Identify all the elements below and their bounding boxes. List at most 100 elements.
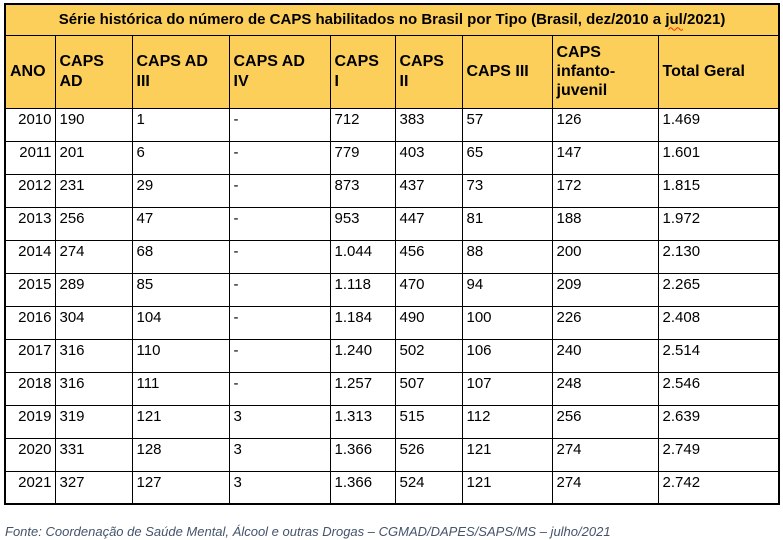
value-cell: 172 [551, 173, 659, 208]
value-cell: 1.257 [329, 371, 396, 406]
value-cell: 121 [131, 404, 230, 439]
column-header: CAPS AD IV [228, 34, 331, 109]
year-cell: 2012 [4, 173, 56, 208]
value-cell: 65 [461, 140, 553, 175]
value-cell: 256 [54, 206, 133, 241]
table-row: 2017 316 110-1.240 502 106 240 2.514 [4, 338, 780, 373]
value-cell: 304 [54, 305, 133, 340]
table-row: 2018 316 111-1.257 507 107 248 2.546 [4, 371, 780, 406]
column-header: CAPS AD III [131, 34, 230, 109]
value-cell: 85 [131, 272, 230, 307]
value-cell: 147 [551, 140, 659, 175]
value-cell: 88 [461, 239, 553, 274]
title-row: Série histórica do número de CAPS habili… [4, 3, 780, 36]
value-cell: - [228, 206, 331, 241]
title-text-before: Série histórica do número de CAPS habili… [58, 11, 666, 29]
column-header: CAPS AD [54, 34, 133, 109]
value-cell: 779 [329, 140, 396, 175]
value-cell: 248 [551, 371, 659, 406]
year-cell: 2017 [4, 338, 56, 373]
value-cell: 2.408 [657, 305, 780, 340]
table-row: 2012 231 29-873 437 73 172 1.815 [4, 173, 780, 208]
value-cell: 524 [394, 470, 463, 505]
value-cell: 1.184 [329, 305, 396, 340]
column-header: Total Geral [657, 34, 780, 109]
value-cell: 274 [54, 239, 133, 274]
value-cell: 470 [394, 272, 463, 307]
year-cell: 2016 [4, 305, 56, 340]
value-cell: 6 [131, 140, 230, 175]
value-cell: 107 [461, 371, 553, 406]
value-cell: 73 [461, 173, 553, 208]
value-cell: 127 [131, 470, 230, 505]
table-title: Série histórica do número de CAPS habili… [4, 3, 780, 36]
column-header: ANO [4, 34, 56, 109]
value-cell: - [228, 371, 331, 406]
value-cell: 1.044 [329, 239, 396, 274]
value-cell: - [228, 239, 331, 274]
value-cell: 3 [228, 470, 331, 505]
year-cell: 2011 [4, 140, 56, 175]
caps-history-table: Série histórica do número de CAPS habili… [4, 3, 781, 505]
title-text-after: /2021) [682, 11, 726, 29]
value-cell: 1.366 [329, 470, 396, 505]
value-cell: 3 [228, 404, 331, 439]
value-cell: 47 [131, 206, 230, 241]
value-cell: 121 [461, 437, 553, 472]
year-cell: 2014 [4, 239, 56, 274]
table-row: 2015 289 85-1.118 470 94 209 2.265 [4, 272, 780, 307]
value-cell: 507 [394, 371, 463, 406]
value-cell: 327 [54, 470, 133, 505]
value-cell: 1.366 [329, 437, 396, 472]
value-cell: 1.972 [657, 206, 780, 241]
value-cell: 57 [461, 107, 553, 142]
value-cell: - [228, 173, 331, 208]
table-row: 2010 190 1-712 383 57 126 1.469 [4, 107, 780, 142]
value-cell: 3 [228, 437, 331, 472]
value-cell: 121 [461, 470, 553, 505]
value-cell: 1 [131, 107, 230, 142]
table-row: 2011 201 6-779 403 65 147 1.601 [4, 140, 780, 175]
value-cell: 515 [394, 404, 463, 439]
value-cell: 2.546 [657, 371, 780, 406]
value-cell: 437 [394, 173, 463, 208]
value-cell: 526 [394, 437, 463, 472]
value-cell: 712 [329, 107, 396, 142]
value-cell: 1.118 [329, 272, 396, 307]
value-cell: 2.130 [657, 239, 780, 274]
value-cell: 1.469 [657, 107, 780, 142]
value-cell: 126 [551, 107, 659, 142]
value-cell: 274 [551, 470, 659, 505]
value-cell: 94 [461, 272, 553, 307]
table-row: 2019 319 121 3 1.313 515 112 256 2.639 [4, 404, 780, 439]
year-cell: 2013 [4, 206, 56, 241]
value-cell: 1.601 [657, 140, 780, 175]
table-row: 2020 331 128 3 1.366 526 121 274 2.749 [4, 437, 780, 472]
source-note: Fonte: Coordenação de Saúde Mental, Álco… [5, 524, 611, 539]
value-cell: 231 [54, 173, 133, 208]
value-cell: 403 [394, 140, 463, 175]
value-cell: 1.240 [329, 338, 396, 373]
table-row: 2021 327 127 3 1.366 524 121 274 2.742 [4, 470, 780, 505]
table-row: 2016 304 104-1.184 490 100 226 2.408 [4, 305, 780, 340]
table-row: 2014 274 68-1.044 456 88 200 2.130 [4, 239, 780, 274]
value-cell: 209 [551, 272, 659, 307]
value-cell: 128 [131, 437, 230, 472]
value-cell: 100 [461, 305, 553, 340]
value-cell: 502 [394, 338, 463, 373]
value-cell: 319 [54, 404, 133, 439]
value-cell: 226 [551, 305, 659, 340]
value-cell: 1.313 [329, 404, 396, 439]
value-cell: 316 [54, 371, 133, 406]
value-cell: 106 [461, 338, 553, 373]
value-cell: 112 [461, 404, 553, 439]
value-cell: 383 [394, 107, 463, 142]
value-cell: 104 [131, 305, 230, 340]
column-header: CAPS I [329, 34, 396, 109]
year-cell: 2018 [4, 371, 56, 406]
value-cell: 190 [54, 107, 133, 142]
value-cell: 2.749 [657, 437, 780, 472]
value-cell: 953 [329, 206, 396, 241]
value-cell: 456 [394, 239, 463, 274]
